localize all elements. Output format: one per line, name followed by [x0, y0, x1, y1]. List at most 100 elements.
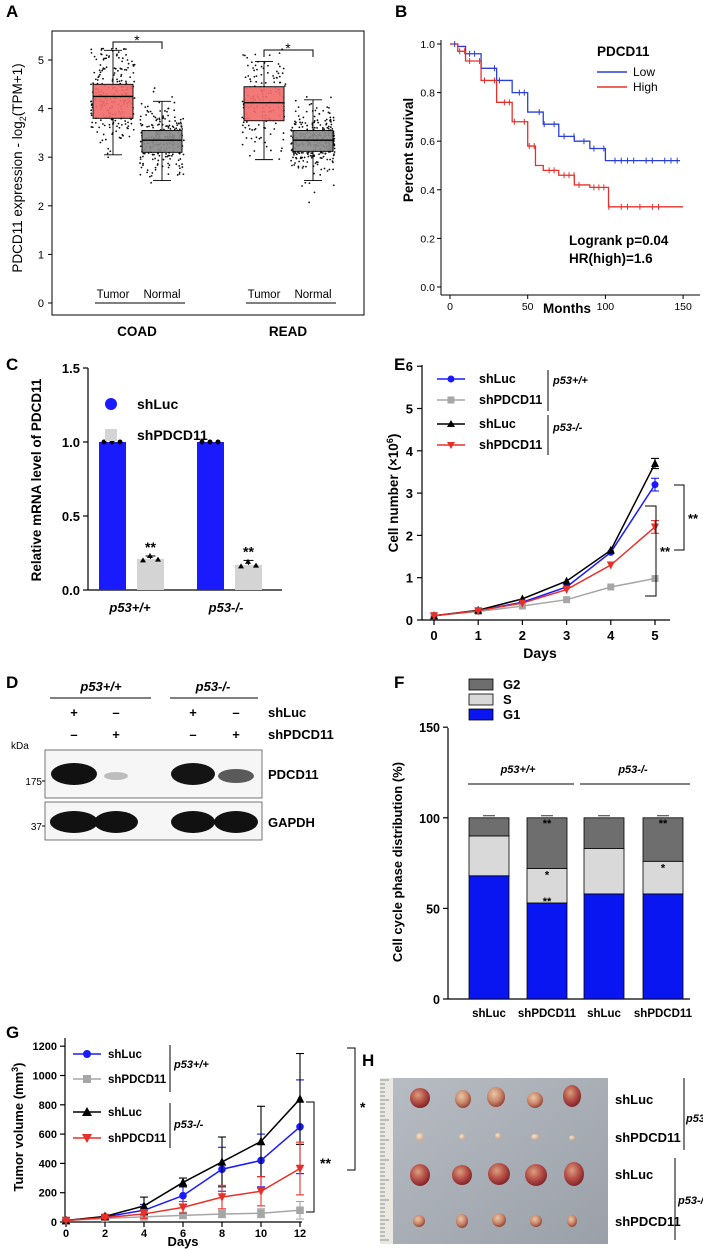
panel-g-ytick-label: 200 [39, 1188, 57, 1200]
panel-b-xtick-label: 150 [674, 301, 692, 313]
panel-c-ytick-label: 1.5 [62, 361, 80, 376]
panel-a-dot [90, 48, 93, 51]
panel-a-dot [156, 118, 159, 121]
panel-a-dot [143, 152, 146, 155]
panel-a-dot [254, 140, 256, 143]
panel-e-point [563, 596, 571, 604]
panel-f-bar-s [468, 835, 510, 877]
panel-h-tumor-1-5 [563, 1085, 581, 1107]
panel-h-tumor-4-3 [492, 1213, 506, 1227]
panel-a-dot [133, 63, 136, 66]
panel-c-point [238, 563, 244, 569]
panel-a-dot [90, 100, 92, 103]
panel-e-legend-marker-1 [447, 375, 455, 383]
panel-e-point [607, 583, 615, 591]
panel-a-dot [162, 158, 165, 161]
panel-a-dot [314, 162, 317, 165]
panel-a: A PDCD11 expression - log2(TPM+1) 0 1 2 3 4 5… [6, 2, 365, 339]
panel-a-dot [247, 75, 250, 77]
panel-e-sig-bracket-1 [674, 484, 685, 551]
panel-a-dot [121, 60, 124, 63]
panel-a-dot [120, 123, 123, 126]
panel-a-dot [107, 147, 110, 150]
panel-a-dot [182, 117, 185, 120]
panel-a-dot [247, 124, 250, 127]
panel-a-dot [294, 162, 296, 164]
panel-c-bar-shluc [197, 442, 224, 590]
panel-a-dot [291, 164, 293, 167]
panel-c-point [207, 439, 213, 445]
panel-a-dot [125, 80, 127, 83]
panel-a-dot [167, 162, 169, 165]
panel-a-dot [113, 67, 116, 70]
panel-a-dot [103, 124, 106, 127]
panel-a-dot [142, 152, 145, 155]
panel-a-dot [241, 131, 244, 134]
panel-e-legend-group-1: p53+/+ [552, 375, 588, 387]
panel-g-legend-marker-4 [82, 1134, 92, 1143]
panel-a-ylabel: PDCD11 expression - log2(TPM+1) [10, 63, 28, 272]
panel-a-ytick-label: 4 [38, 104, 44, 116]
panel-a-dot [242, 54, 245, 56]
panel-a-dot [141, 123, 144, 126]
panel-a-group-coad: COAD [117, 324, 157, 339]
panel-a-dot [139, 140, 142, 143]
panel-a-dot [115, 47, 118, 50]
panel-f-sig-s: * [661, 862, 666, 874]
panel-a-dot [305, 96, 308, 98]
panel-a-dot [310, 156, 313, 159]
panel-a-dot [313, 121, 316, 124]
panel-a-dot [301, 125, 304, 128]
panel-h-tumor-4-1 [413, 1215, 425, 1227]
panel-a-dot [282, 132, 285, 134]
panel-g-point [256, 1187, 266, 1197]
panel-f-group-2: p53-/- [617, 764, 648, 776]
panel-a-dot [178, 171, 181, 174]
panel-a-dot [158, 154, 161, 157]
panel-a-dot [100, 53, 102, 55]
panel-a-dot [260, 136, 262, 139]
panel-a-dot [116, 53, 118, 56]
panel-a-dot [118, 80, 121, 83]
panel-a-dot [298, 160, 301, 163]
panel-e-point [606, 561, 615, 570]
panel-a-dot [241, 116, 244, 119]
panel-d-group-2: p53-/- [195, 679, 231, 694]
panel-a-dot [315, 161, 318, 163]
panel-a-dot [291, 126, 294, 129]
panel-a-dot [105, 66, 108, 69]
panel-g-point [218, 1210, 226, 1218]
panel-a-dot [249, 80, 252, 83]
panel-a-dot [253, 150, 256, 152]
panel-a-dot [116, 125, 118, 128]
panel-a-dot [254, 53, 257, 56]
panel-f-ytick-label: 150 [419, 721, 440, 735]
panel-h-tumor-2-4 [531, 1134, 539, 1140]
panel-a-dot [90, 51, 93, 54]
panel-a-dot [294, 123, 297, 126]
panel-f-xtick-label: shLuc [587, 1008, 621, 1020]
panel-a-dot [157, 152, 159, 155]
panel-a-dot [178, 165, 181, 167]
panel-f-legend-s-swatch [468, 693, 494, 706]
panel-a-dot [252, 67, 254, 69]
panel-a-dot [250, 61, 253, 64]
panel-a-dot [277, 63, 280, 65]
panel-a-dot [308, 182, 311, 185]
panel-a-dot [242, 121, 245, 124]
panel-d-band-pdcd11-1 [51, 763, 97, 785]
panel-a-box [292, 130, 334, 152]
panel-a-dot [282, 67, 285, 70]
panel-a-dot [300, 123, 303, 126]
panel-e-ytick-label: 4 [406, 444, 414, 459]
panel-f-bar-g1 [583, 893, 625, 1000]
panel-a-dot [106, 152, 109, 155]
panel-b-ytick-label: 0.4 [420, 185, 435, 197]
panel-a-dot [127, 127, 129, 130]
panel-h-tumor-1-1 [410, 1088, 430, 1108]
panel-a-dot [321, 128, 324, 131]
panel-e-xtick-label: 3 [563, 628, 570, 643]
panel-a-dot [331, 160, 334, 163]
panel-a-dot [164, 155, 167, 158]
panel-a-dot [90, 114, 93, 117]
